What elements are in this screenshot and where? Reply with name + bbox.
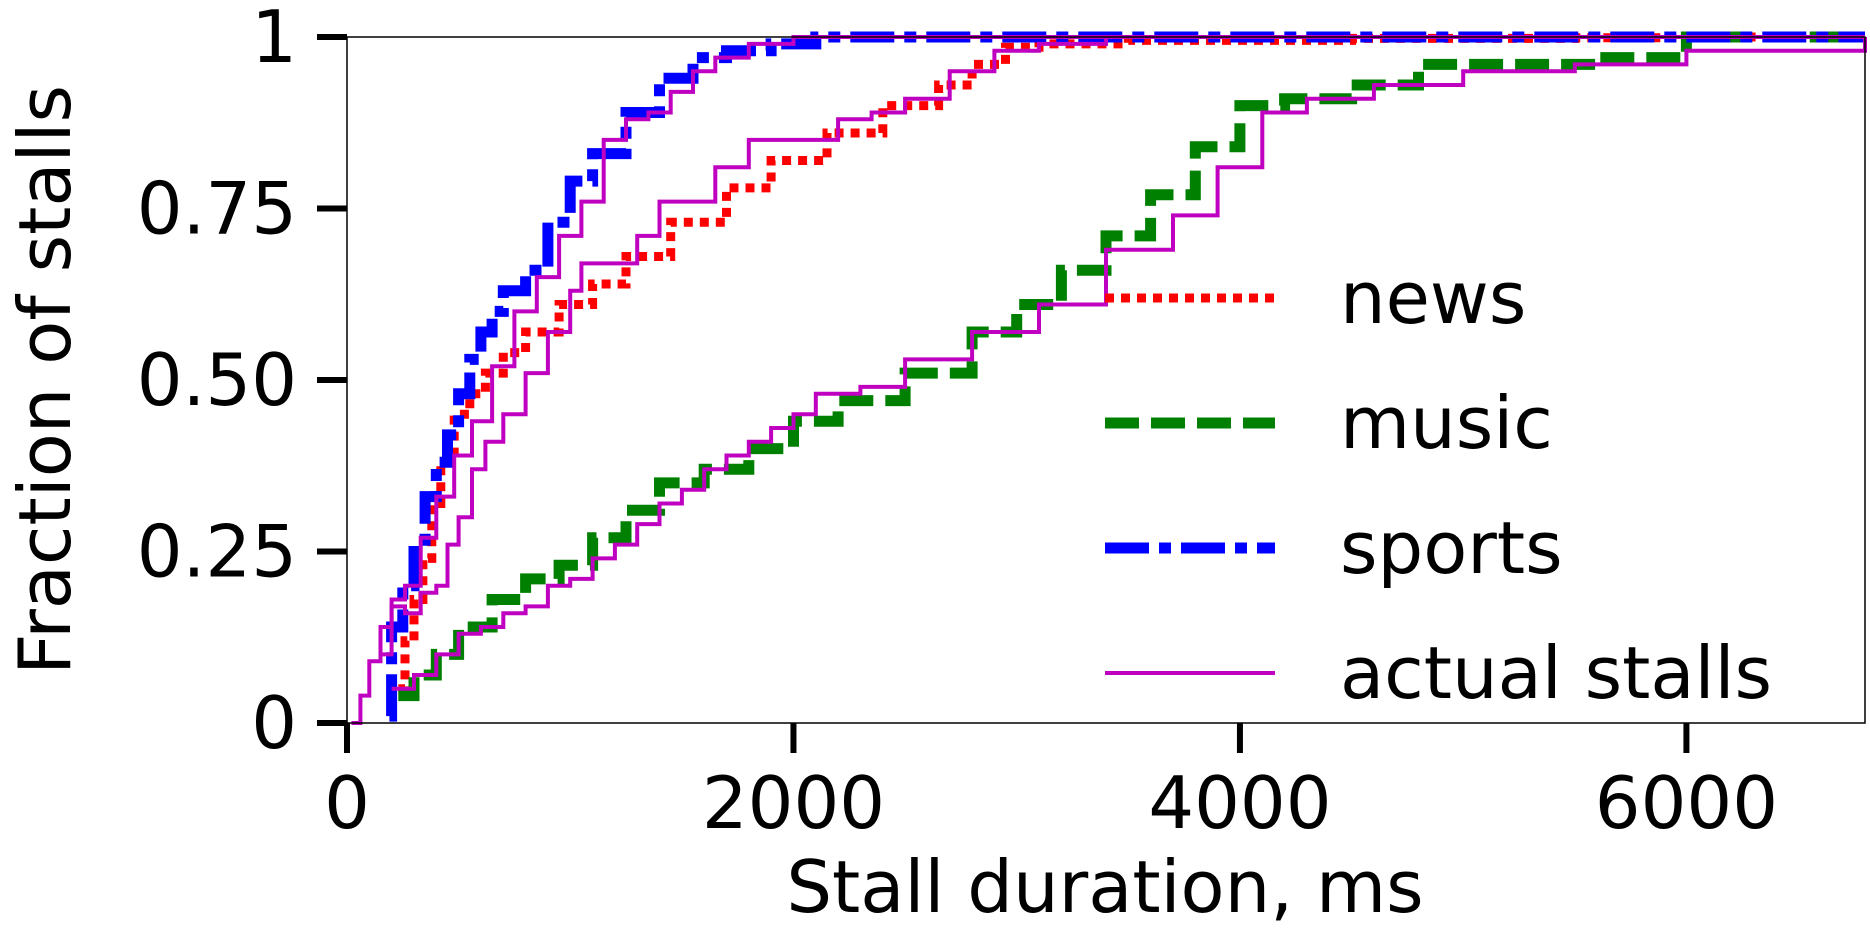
- y-tick-label: 0.25: [137, 510, 297, 594]
- x-axis: 0 2000 4000 6000: [324, 723, 1778, 845]
- legend-label-actual-stalls: actual stalls: [1340, 631, 1772, 715]
- y-tick-label: 1: [251, 0, 297, 79]
- series-layer: [351, 31, 1867, 725]
- y-tick-label: 0.75: [137, 167, 297, 251]
- y-axis-label: Fraction of stalls: [3, 85, 87, 675]
- legend-label-music: music: [1340, 381, 1553, 465]
- x-tick-label: 0: [324, 761, 370, 845]
- series-line-sports: [386, 31, 1865, 722]
- y-tick-label: 0: [251, 681, 297, 765]
- y-axis: 0 0.25 0.50 0.75 1: [137, 0, 347, 765]
- series-line-actual-stalls-5: [380, 35, 1865, 657]
- x-axis-label: Stall duration, ms: [786, 845, 1423, 929]
- legend: news music sports actual stalls: [1105, 256, 1772, 715]
- legend-label-news: news: [1340, 256, 1526, 340]
- x-tick-label: 4000: [1148, 761, 1331, 845]
- series-line-actual-stalls: [351, 35, 1865, 725]
- x-tick-label: 2000: [702, 761, 885, 845]
- legend-label-sports: sports: [1340, 506, 1563, 590]
- x-tick-label: 6000: [1595, 761, 1778, 845]
- y-tick-label: 0.50: [137, 338, 297, 422]
- series-line-actual-stalls-4: [391, 37, 1867, 691]
